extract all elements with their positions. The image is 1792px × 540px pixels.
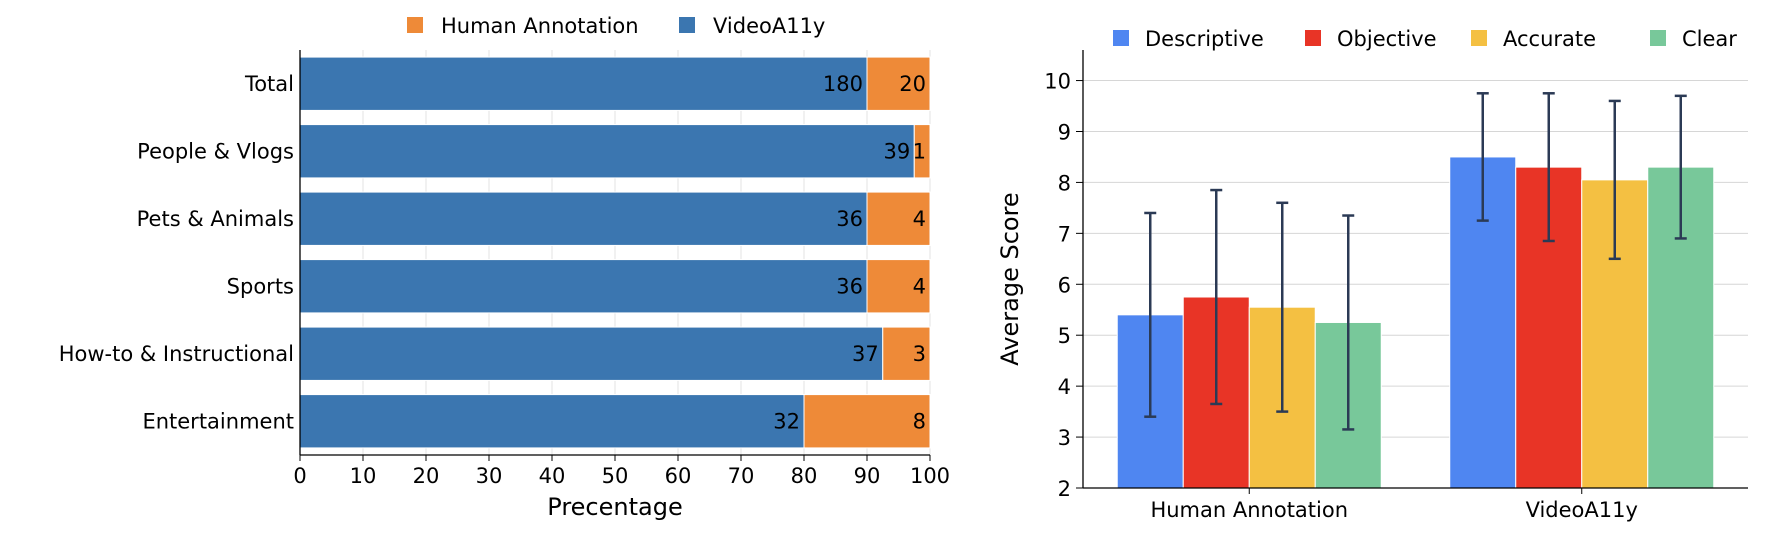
y-tick-label: 10 [1044, 70, 1071, 94]
bar-segment [299, 326, 884, 381]
legend-swatch [679, 17, 695, 33]
bar-segment [299, 124, 915, 179]
x-tick-label: 80 [791, 464, 818, 488]
legend-label: Descriptive [1145, 27, 1264, 51]
x-tick-label: 20 [413, 464, 440, 488]
y-tick-label: 5 [1058, 324, 1071, 348]
legend-swatch [407, 17, 423, 33]
data-label: 180 [823, 72, 863, 96]
bar-segment [299, 259, 868, 314]
y-tick-label: 6 [1058, 273, 1071, 297]
x-tick-label: 50 [602, 464, 629, 488]
legend-label: Human Annotation [441, 14, 639, 38]
x-tick-label: 10 [350, 464, 377, 488]
y-tick-label: 8 [1058, 171, 1071, 195]
data-label: 3 [913, 342, 926, 366]
legend-swatch [1305, 30, 1321, 46]
stacked-bar-chart: 180 20 Total 39 1 People & Vlogs 36 4 Pets & Ani… [59, 14, 950, 521]
data-label: 4 [913, 207, 926, 231]
x-tick-label: 40 [539, 464, 566, 488]
data-label: 1 [913, 139, 926, 163]
data-label: 8 [913, 409, 926, 433]
x-tick-label: Human Annotation [1150, 498, 1348, 522]
bar-segment [866, 259, 931, 314]
data-label: 36 [836, 274, 863, 298]
legend-label: Accurate [1503, 27, 1596, 51]
x-tick-label: 90 [854, 464, 881, 488]
legend-swatch [1113, 30, 1129, 46]
x-axis-label: Precentage [547, 493, 682, 521]
bar-segment [866, 191, 931, 246]
x-tick-label: 60 [665, 464, 692, 488]
bar-segment [866, 56, 931, 111]
y-tick-label: 4 [1058, 375, 1071, 399]
bar-segment [299, 394, 805, 449]
legend-swatch [1650, 30, 1666, 46]
bar-segment [882, 326, 931, 381]
data-label: 37 [852, 342, 879, 366]
bar-segment [803, 394, 931, 449]
category-label: How-to & Instructional [59, 342, 294, 366]
legend-label: VideoA11y [713, 14, 825, 38]
data-label: 20 [899, 72, 926, 96]
category-label: Pets & Animals [137, 207, 294, 231]
x-tick-label: 100 [910, 464, 950, 488]
bar-segment [913, 124, 931, 179]
y-tick-label: 2 [1058, 477, 1071, 501]
x-tick-label: VideoA11y [1526, 498, 1638, 522]
y-tick-label: 3 [1058, 426, 1071, 450]
category-label: People & Vlogs [137, 139, 294, 163]
legend-label: Objective [1337, 27, 1437, 51]
y-tick-label: 7 [1058, 222, 1071, 246]
data-label: 39 [884, 139, 911, 163]
category-label: Total [244, 72, 294, 96]
data-label: 36 [836, 207, 863, 231]
legend-swatch [1471, 30, 1487, 46]
bar-segment [299, 56, 868, 111]
y-axis-label: Average Score [996, 192, 1024, 365]
category-label: Sports [227, 274, 294, 298]
data-label: 4 [913, 274, 926, 298]
data-label: 32 [773, 409, 800, 433]
x-tick-label: 0 [293, 464, 306, 488]
y-tick-label: 9 [1058, 120, 1071, 144]
legend-label: Clear [1682, 27, 1737, 51]
category-label: Entertainment [142, 409, 294, 433]
x-tick-label: 70 [728, 464, 755, 488]
x-tick-label: 30 [476, 464, 503, 488]
